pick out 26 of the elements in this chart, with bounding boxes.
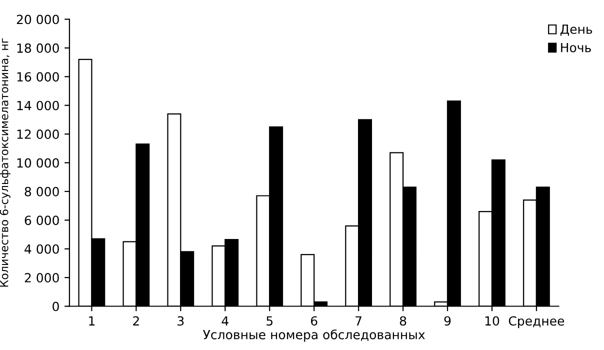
y-tick-label: 8 000 — [24, 186, 59, 196]
y-tick-label: 4 000 — [24, 244, 59, 254]
x-tick-label: 1 — [89, 316, 95, 326]
y-tick-label: 0 — [52, 302, 59, 312]
x-tick-label: 10 — [485, 316, 500, 326]
y-tick-label: 18 000 — [17, 43, 59, 53]
y-tick-label: 16 000 — [17, 72, 59, 82]
x-tick-label: 8 — [400, 316, 406, 326]
x-tick-label: 4 — [222, 316, 228, 326]
y-axis-title: Количество 6-сульфатоксимелатонина, нг — [0, 38, 10, 287]
x-tick-label: 5 — [266, 316, 272, 326]
y-tick-label: 14 000 — [17, 100, 59, 110]
x-axis-title: Условные номера обследованных — [203, 329, 425, 342]
y-tick-label: 10 000 — [17, 158, 59, 168]
y-tick-label: 2 000 — [24, 273, 59, 282]
x-tick-label: 6 — [310, 316, 318, 326]
x-tick-label: Среднее — [508, 316, 564, 328]
y-tick-label: 6 000 — [24, 216, 59, 226]
legend-label: День — [560, 24, 592, 36]
legend-label: Ночь — [561, 42, 591, 52]
x-tick-label: 2 — [133, 316, 139, 326]
x-tick-label: 3 — [178, 316, 184, 326]
y-tick-label: 20 000 — [16, 14, 59, 24]
x-tick-label: 7 — [356, 316, 362, 326]
x-tick-label: 9 — [444, 316, 451, 326]
y-tick-label: 12 000 — [17, 130, 59, 139]
